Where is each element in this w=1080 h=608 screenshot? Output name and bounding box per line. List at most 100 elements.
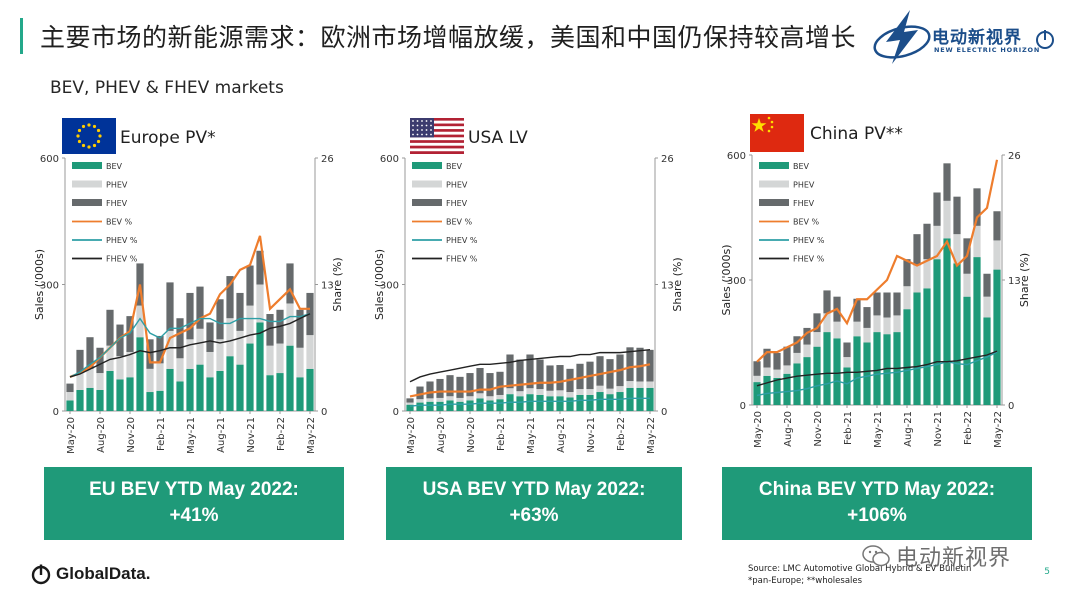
source-line-2: *pan-Europe; **wholesales xyxy=(748,576,863,586)
logo-en-text: NEW ELECTRIC HORIZON xyxy=(934,46,1041,54)
chart-subtitle: BEV, PHEV & FHEV markets xyxy=(50,78,284,98)
legend-swatch xyxy=(412,162,442,169)
ytd-label-usa: USA BEV YTD May 2022: xyxy=(422,479,646,500)
legend-swatch xyxy=(759,199,789,206)
line-phev-share xyxy=(756,351,998,397)
bar-phev-segment xyxy=(566,392,574,398)
x-tick-label: Feb-22 xyxy=(276,417,287,451)
bar-bev-segment xyxy=(636,387,644,411)
y2-axis-label: Share (%) xyxy=(671,257,684,311)
bar-fhev-segment xyxy=(536,359,544,390)
bar-fhev-segment xyxy=(763,348,771,368)
bar-fhev-segment xyxy=(256,250,264,285)
x-tick-label: Nov-21 xyxy=(586,417,597,453)
bar-phev-segment xyxy=(246,305,254,344)
y2-tick-label: 0 xyxy=(661,407,667,418)
ytd-label-china: China BEV YTD May 2022: xyxy=(758,479,996,500)
legend-label: PHEV xyxy=(106,181,128,190)
bar-bev-segment xyxy=(306,368,314,411)
bar-phev-segment xyxy=(236,330,244,365)
ytd-box-usa: USA BEV YTD May 2022: +63% xyxy=(386,467,682,540)
bar-fhev-segment xyxy=(86,337,94,369)
bar-phev-segment xyxy=(576,389,584,395)
bar-bev-segment xyxy=(176,381,184,411)
x-tick-label: May-21 xyxy=(526,417,537,454)
eu-flag-icon xyxy=(62,118,116,158)
bar-bev-segment xyxy=(166,368,174,411)
bar-phev-segment xyxy=(156,363,164,391)
x-tick-label: Feb-22 xyxy=(963,411,974,445)
y-axis-label: Sales ('000s) xyxy=(373,249,386,320)
line-fhev-share xyxy=(409,348,651,383)
legend-label: BEV % xyxy=(446,218,473,227)
bar-bev-segment xyxy=(196,364,204,411)
bar-fhev-segment xyxy=(646,349,654,382)
bar-fhev-segment xyxy=(126,316,134,352)
bar-bev-segment xyxy=(186,368,194,411)
y-tick-label: 0 xyxy=(53,407,59,418)
bar-bev-segment xyxy=(66,400,74,411)
cn-flag-icon xyxy=(750,114,804,156)
bar-fhev-segment xyxy=(286,263,294,304)
bar-bev-segment xyxy=(586,394,594,411)
legend-label: FHEV xyxy=(793,199,815,208)
bar-bev-segment xyxy=(216,370,224,411)
bar-bev-segment xyxy=(863,342,871,405)
bar-fhev-segment xyxy=(823,290,831,314)
bar-fhev-segment xyxy=(416,386,424,400)
y-tick-label: 300 xyxy=(727,276,746,287)
y2-tick-label: 26 xyxy=(321,154,334,165)
bar-bev-segment xyxy=(156,390,164,411)
bar-phev-segment xyxy=(96,373,104,390)
bar-phev-segment xyxy=(216,339,224,371)
ytd-box-europe: EU BEV YTD May 2022: +41% xyxy=(44,467,344,540)
bar-bev-segment xyxy=(813,346,821,405)
legend-label: FHEV xyxy=(446,199,468,208)
watermark-text: 电动新视界 xyxy=(896,546,1012,571)
bar-phev-segment xyxy=(486,396,494,401)
y2-tick-label: 13 xyxy=(321,281,334,292)
bar-phev-segment xyxy=(406,402,414,405)
bar-fhev-segment xyxy=(206,322,214,352)
bar-fhev-segment xyxy=(843,342,851,358)
bar-phev-segment xyxy=(953,234,961,264)
power-icon xyxy=(1036,30,1054,49)
legend-label: PHEV % xyxy=(793,236,825,245)
bar-bev-segment xyxy=(556,396,564,411)
bar-fhev-segment xyxy=(606,359,614,389)
y-tick-label: 0 xyxy=(740,401,746,412)
legend-label: PHEV % xyxy=(106,236,138,245)
bar-bev-segment xyxy=(883,334,891,405)
bar-bev-segment xyxy=(436,401,444,411)
bar-fhev-segment xyxy=(156,335,164,364)
bar-phev-segment xyxy=(793,352,801,364)
bar-fhev-segment xyxy=(426,381,434,399)
usa-chart: 0 300 600 0 13 26 Sales ('000s) Share (%) May-20… xyxy=(373,154,684,454)
bar-fhev-segment xyxy=(466,373,474,397)
bar-bev-segment xyxy=(803,357,811,405)
bar-fhev-segment xyxy=(486,373,494,397)
bar-phev-segment xyxy=(783,365,791,374)
bar-fhev-segment xyxy=(246,265,254,306)
bar-bev-segment xyxy=(833,338,841,405)
bar-bev-segment xyxy=(943,238,951,405)
x-tick-label: Aug-20 xyxy=(783,411,794,447)
bar-bev-segment xyxy=(456,401,464,411)
bar-phev-segment xyxy=(226,318,234,357)
bar-phev-segment xyxy=(116,356,124,380)
region-name-europe: Europe PV* xyxy=(120,128,216,148)
us-flag-icon xyxy=(410,118,464,158)
bar-bev-segment xyxy=(496,399,504,411)
bar-fhev-segment xyxy=(436,378,444,398)
bar-phev-segment xyxy=(456,397,464,402)
bar-phev-segment xyxy=(416,399,424,403)
brand-logo: 电动新视界 NEW ELECTRIC HORIZON xyxy=(872,8,1062,66)
bar-fhev-segment xyxy=(943,163,951,201)
bar-fhev-segment xyxy=(636,347,644,382)
bar-fhev-segment xyxy=(166,282,174,331)
bar-phev-segment xyxy=(943,200,951,239)
bar-bev-segment xyxy=(933,259,941,405)
bar-fhev-segment xyxy=(863,307,871,328)
y2-axis-label: Share (%) xyxy=(1018,253,1031,307)
bar-bev-segment xyxy=(256,322,264,411)
